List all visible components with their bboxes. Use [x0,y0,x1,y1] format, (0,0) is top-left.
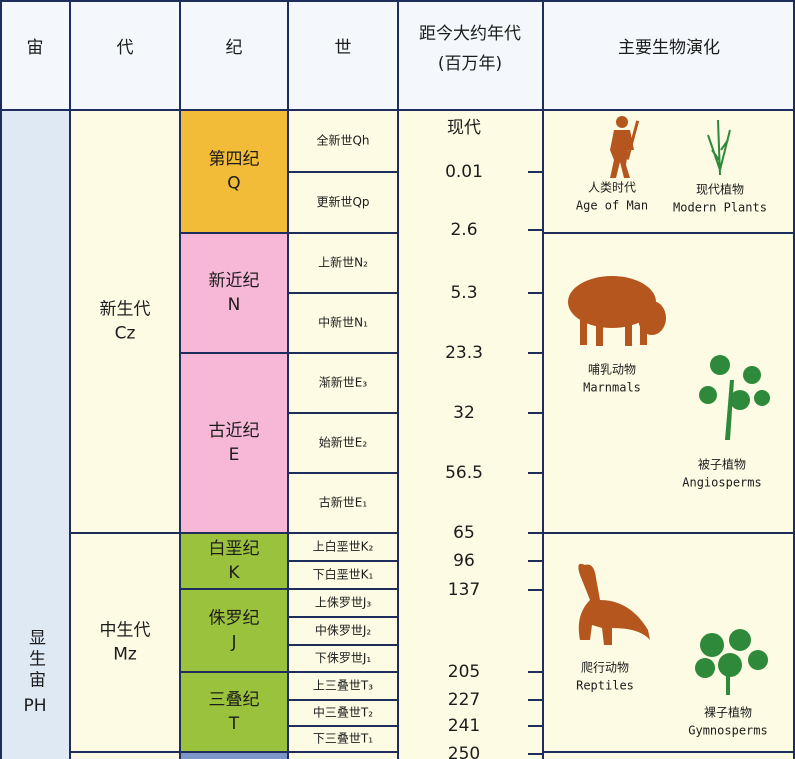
header-cell: 代 [117,38,134,58]
period-code: E [229,445,240,465]
gymnosperm-icon [695,629,768,695]
era-name: 中生代 [100,621,151,641]
plant-en: Gymnosperms [688,724,767,738]
plant-zh: 现代植物 [696,182,744,197]
mammal-icon [568,276,666,346]
period-name: 三叠纪 [209,690,260,710]
epoch-name: 更新世Qp [316,194,369,209]
period-code: Q [227,174,240,194]
epoch-name: 渐新世E₃ [319,375,368,390]
period-code: T [228,714,240,734]
age-label: 2.6 [450,220,477,240]
eon-name: 显生宙 [25,629,46,692]
angiosperm-icon [699,355,770,440]
era-name: 新生代 [100,300,151,320]
header-cell: 世 [335,38,352,58]
age-label: 96 [453,551,475,571]
header-cell: (百万年) [438,54,502,74]
eon-bg [0,110,70,759]
era-code: Mz [113,645,137,665]
epoch-name: 古新世E₁ [319,495,368,510]
plant-zh: 裸子植物 [704,705,752,720]
human-icon [610,116,640,178]
age-label: 56.5 [445,463,483,483]
age-label: 250 [448,744,480,759]
period-code: K [228,563,240,583]
epoch-name: 全新世Qh [316,133,369,148]
animal-en: Age of Man [576,199,648,213]
period-name: 白垩纪 [209,539,260,559]
epoch-name: 上三叠世T₃ [313,679,373,693]
period-name: 侏罗纪 [209,609,260,629]
epoch-name: 下白垩世K₁ [313,567,374,582]
period-code: J [230,633,236,653]
animal-en: Reptiles [576,679,634,693]
eon-code: PH [23,696,46,716]
plant-zh: 被子植物 [698,457,746,472]
reptile-icon [578,563,650,645]
plant-en: Modern Plants [673,201,767,215]
epoch-name: 中侏罗世J₂ [315,623,372,638]
age-label: 65 [453,523,475,543]
header-cell: 距今大约年代 [419,24,521,44]
age-label: 0.01 [445,162,483,182]
period-code: N [228,295,241,315]
age-label: 227 [448,690,480,710]
epoch-name: 下三叠世T₁ [313,732,373,746]
epoch-name: 上新世N₂ [318,255,368,270]
plant-icon [707,119,731,176]
age-label: 137 [448,580,480,600]
period-cell [180,110,288,233]
epoch-name: 上侏罗世J₃ [315,596,372,610]
age-label: 241 [448,716,480,736]
epoch-name: 下侏罗世J₁ [315,651,372,665]
period-cell [180,533,288,589]
period-cell [180,233,288,353]
epoch-name: 中三叠世T₂ [313,705,373,720]
period-name: 第四纪 [209,150,260,170]
epoch-name: 中新世N₁ [318,315,368,330]
next-period-cell [180,752,288,759]
epoch-name: 始新世E₂ [319,435,368,450]
header-cell: 纪 [226,38,243,58]
era-code: Cz [115,324,136,344]
age-label: 32 [453,403,475,423]
animal-zh: 人类时代 [588,181,636,195]
period-cell [180,353,288,533]
period-name: 古近纪 [209,421,260,441]
animal-zh: 爬行动物 [581,661,629,675]
header-cell: 主要生物演化 [618,38,720,58]
plant-en: Angiosperms [682,476,761,490]
period-name: 新近纪 [209,271,260,291]
icons [568,116,770,695]
age-label: 5.3 [450,283,477,303]
period-cell [180,589,288,672]
period-cell [180,672,288,752]
age-label: 现代 [447,118,481,138]
header-cell: 宙 [27,38,44,58]
age-label: 205 [448,662,480,682]
age-label: 23.3 [445,343,483,363]
animal-en: Marnmals [583,381,641,395]
epoch-name: 上白垩世K₂ [313,539,374,554]
animal-zh: 哺乳动物 [588,363,636,377]
